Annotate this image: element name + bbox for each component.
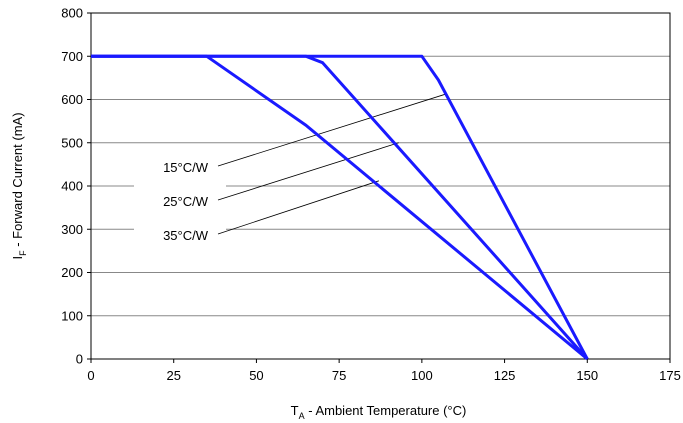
annotations: 15°C/W 25°C/W 35°C/W (163, 93, 446, 243)
annotation-label: 25°C/W (163, 194, 209, 209)
x-tick-label: 25 (166, 368, 180, 383)
annotation-label: 15°C/W (163, 160, 209, 175)
y-tick-label: 400 (61, 179, 83, 194)
annotation-leader-line (217, 180, 379, 235)
x-tick-label: 0 (87, 368, 94, 383)
x-tick-label: 100 (411, 368, 433, 383)
x-tick-label: 50 (249, 368, 263, 383)
y-tick-label: 0 (76, 352, 83, 367)
annotation-leader-line (217, 93, 446, 167)
series-line (91, 54, 589, 361)
y-tick-label: 700 (61, 49, 83, 64)
x-tick-label: 75 (332, 368, 346, 383)
y-tick-label: 100 (61, 308, 83, 323)
x-axis-label: TA - Ambient Temperature (°C) (291, 403, 467, 421)
y-tick-label: 500 (61, 135, 83, 150)
annotation-leader-line (217, 142, 399, 201)
y-axis-label: IF - Forward Current (mA) (10, 112, 28, 259)
y-tick-label: 200 (61, 265, 83, 280)
tick-labels: 0 100 200 300 400 500 600 700 800 0 25 50 75 100 125 15… (61, 6, 681, 384)
x-tick-label: 125 (494, 368, 516, 383)
series-lines (91, 54, 589, 361)
annotation-label: 35°C/W (163, 228, 209, 243)
y-tick-label: 300 (61, 222, 83, 237)
x-tick-label: 150 (576, 368, 598, 383)
y-tick-label: 800 (61, 6, 83, 21)
x-tick-label: 175 (659, 368, 681, 383)
y-tick-label: 600 (61, 92, 83, 107)
